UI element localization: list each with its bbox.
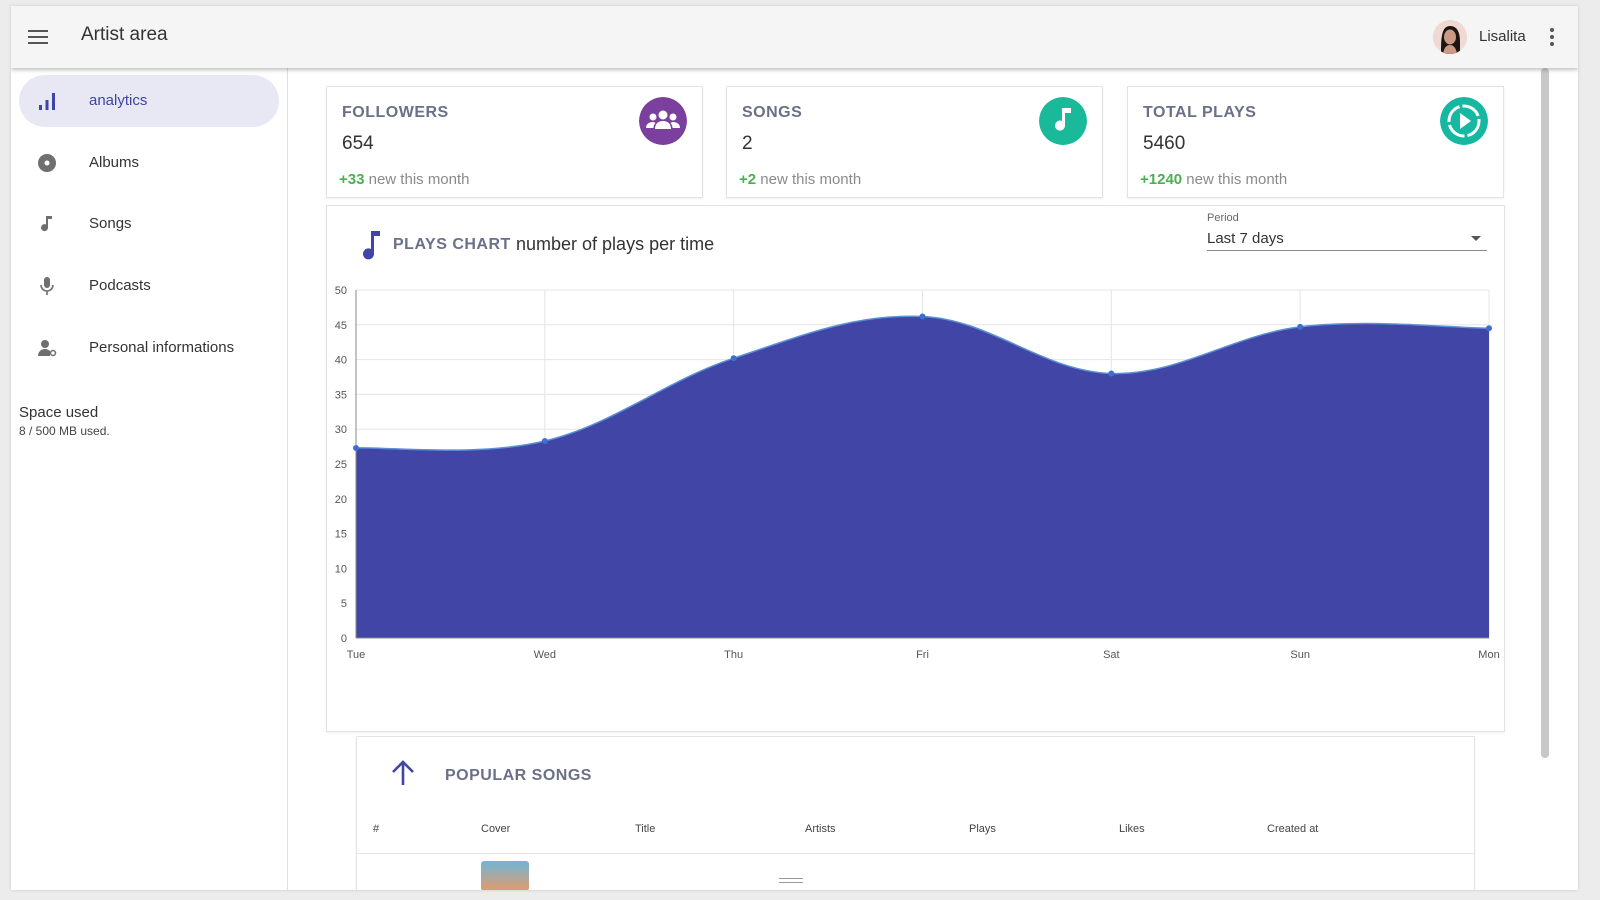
stat-delta: +33 bbox=[339, 171, 365, 188]
x-tick-label: Thu bbox=[724, 649, 743, 661]
data-point-sun bbox=[1297, 323, 1304, 330]
column-header-created-at[interactable]: Created at bbox=[1267, 823, 1319, 835]
stat-delta: +1240 bbox=[1140, 171, 1183, 188]
space-used-title: Space used bbox=[19, 404, 99, 421]
column-header-artists[interactable]: Artists bbox=[805, 823, 836, 835]
plays-chart-card: PLAYS CHART number of plays per time Per… bbox=[326, 205, 1505, 732]
column-header-number[interactable]: # bbox=[373, 823, 380, 835]
x-tick-label: Mon bbox=[1478, 649, 1499, 661]
stat-title: SONGS bbox=[742, 104, 803, 121]
arrow-up-icon bbox=[392, 760, 414, 785]
app-title: Artist area bbox=[81, 24, 168, 45]
data-point-tue bbox=[353, 444, 359, 451]
menu-icon[interactable] bbox=[28, 27, 48, 47]
column-header-likes[interactable]: Likes bbox=[1119, 823, 1145, 835]
sidebar-item-label: analytics bbox=[89, 92, 148, 109]
music-note-icon bbox=[363, 231, 380, 260]
bar-chart-icon bbox=[39, 93, 55, 110]
period-select[interactable]: Last 7 days bbox=[1207, 228, 1487, 251]
resize-grip[interactable] bbox=[779, 878, 803, 883]
column-header-cover[interactable]: Cover bbox=[481, 823, 511, 835]
stat-value: 5460 bbox=[1143, 133, 1186, 154]
group-icon bbox=[639, 97, 687, 145]
album-icon bbox=[38, 154, 56, 172]
x-tick-label: Wed bbox=[534, 649, 556, 661]
period-label: Period bbox=[1207, 212, 1239, 224]
data-point-thu bbox=[730, 355, 737, 362]
vertical-scrollbar[interactable] bbox=[1539, 68, 1551, 768]
table-divider bbox=[357, 853, 1474, 854]
y-tick-label: 30 bbox=[335, 424, 347, 436]
data-point-mon bbox=[1486, 325, 1492, 332]
y-tick-label: 0 bbox=[341, 633, 347, 645]
music-note-icon bbox=[41, 216, 52, 232]
total-plays-card: TOTAL PLAYS 5460 +1240 new this month bbox=[1127, 86, 1504, 198]
stat-delta-line: +1240 new this month bbox=[1140, 171, 1287, 188]
app-window: Artist area Lisalita analytics bbox=[11, 6, 1578, 890]
period-value: Last 7 days bbox=[1207, 230, 1284, 247]
space-used-detail: 8 / 500 MB used. bbox=[19, 424, 110, 438]
microphone-icon bbox=[40, 277, 54, 295]
person-settings-icon bbox=[38, 340, 57, 357]
stat-delta: +2 bbox=[739, 171, 757, 188]
y-tick-label: 20 bbox=[335, 494, 347, 506]
music-note-icon bbox=[1039, 97, 1087, 145]
sidebar-item-label: Personal informations bbox=[89, 339, 235, 356]
popular-songs-title: POPULAR SONGS bbox=[445, 767, 592, 784]
y-tick-label: 35 bbox=[335, 389, 347, 401]
y-tick-label: 10 bbox=[335, 563, 347, 575]
column-header-plays[interactable]: Plays bbox=[969, 823, 996, 835]
scrollbar-thumb[interactable] bbox=[1541, 68, 1549, 758]
stat-value: 654 bbox=[342, 133, 374, 154]
chart-subtitle: number of plays per time bbox=[516, 234, 715, 254]
x-tick-label: Fri bbox=[916, 649, 929, 661]
sidebar-item-podcasts[interactable]: Podcasts bbox=[19, 260, 279, 312]
stat-delta-line: +33 new this month bbox=[339, 171, 470, 188]
sidebar-item-songs[interactable]: Songs bbox=[19, 198, 279, 250]
sidebar: analytics Albums Songs Podcasts bbox=[11, 68, 288, 890]
sidebar-item-label: Songs bbox=[89, 215, 132, 232]
data-point-sat bbox=[1108, 370, 1115, 377]
sidebar-item-label: Podcasts bbox=[89, 277, 151, 294]
stat-title: FOLLOWERS bbox=[342, 104, 449, 121]
more-vert-icon[interactable] bbox=[1545, 26, 1559, 48]
x-tick-label: Tue bbox=[347, 649, 366, 661]
song-cover-thumbnail[interactable] bbox=[481, 861, 529, 890]
y-tick-label: 5 bbox=[341, 598, 347, 610]
stat-delta-suffix: new this month bbox=[756, 171, 862, 188]
column-header-title[interactable]: Title bbox=[635, 823, 656, 835]
stat-delta-suffix: new this month bbox=[1182, 171, 1288, 188]
app-bar: Artist area Lisalita bbox=[11, 6, 1578, 68]
plays-area bbox=[356, 316, 1489, 638]
y-tick-label: 45 bbox=[335, 320, 347, 332]
y-tick-label: 25 bbox=[335, 459, 347, 471]
sidebar-item-albums[interactable]: Albums bbox=[19, 137, 279, 189]
sidebar-item-label: Albums bbox=[89, 154, 140, 171]
chevron-down-icon bbox=[1471, 236, 1481, 241]
stat-value: 2 bbox=[742, 133, 753, 154]
play-circle-icon bbox=[1440, 97, 1488, 145]
avatar-image bbox=[1433, 20, 1467, 54]
x-tick-label: Sun bbox=[1290, 649, 1310, 661]
stat-title: TOTAL PLAYS bbox=[1143, 104, 1257, 121]
sidebar-item-personal-informations[interactable]: Personal informations bbox=[19, 322, 279, 374]
x-tick-label: Sat bbox=[1103, 649, 1120, 661]
followers-card: FOLLOWERS 654 +33 new this month bbox=[326, 86, 703, 198]
avatar[interactable] bbox=[1433, 20, 1467, 54]
plays-area-chart: 0 5 10 15 20 25 30 35 40 45 50 Tue Wed Thu Fri Sat Sun Mo… bbox=[335, 285, 1500, 661]
data-point-wed bbox=[541, 438, 548, 445]
data-point-fri bbox=[919, 313, 926, 320]
chart-title: PLAYS CHART bbox=[393, 236, 511, 253]
y-tick-label: 15 bbox=[335, 529, 347, 541]
songs-card: SONGS 2 +2 new this month bbox=[726, 86, 1103, 198]
popular-songs-card: POPULAR SONGS # Cover Title Artists Play… bbox=[356, 736, 1475, 890]
user-name[interactable]: Lisalita bbox=[1479, 28, 1526, 45]
y-tick-label: 40 bbox=[335, 355, 347, 367]
sidebar-item-analytics[interactable]: analytics bbox=[19, 75, 279, 127]
stat-delta-suffix: new this month bbox=[364, 171, 470, 188]
y-tick-label: 50 bbox=[335, 285, 347, 297]
stat-delta-line: +2 new this month bbox=[739, 171, 861, 188]
